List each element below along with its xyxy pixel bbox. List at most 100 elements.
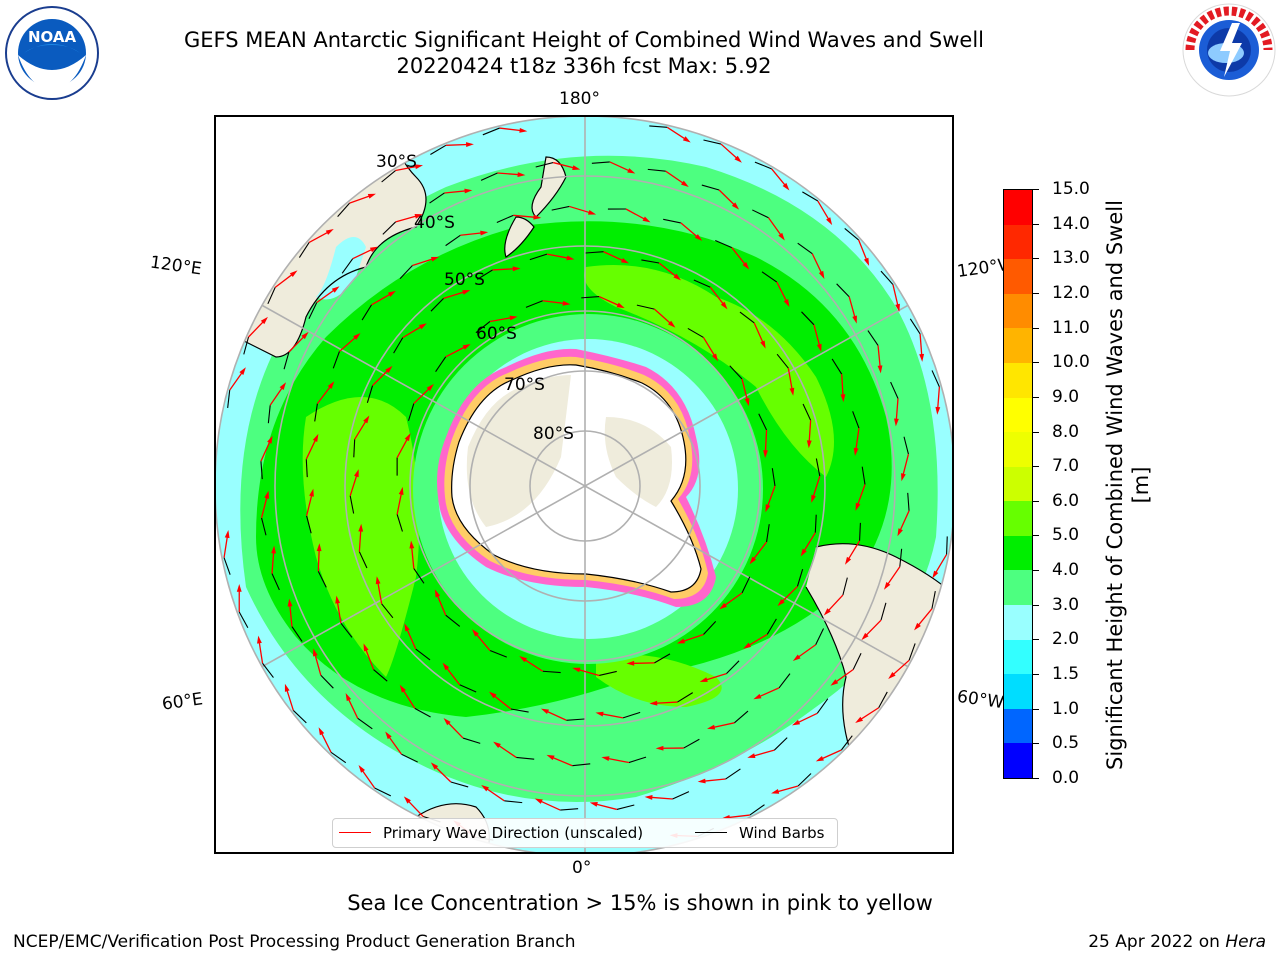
wave-direction-arrow [917,608,933,627]
wave-direction-arrowhead [792,654,801,661]
legend-wind-barb-label: Wind Barbs [739,824,825,842]
wave-direction-arrow [286,689,294,711]
wind-barb [749,804,765,816]
wave-direction-arrowhead [815,756,824,762]
wave-direction-arrowhead [742,261,750,270]
wave-direction-arrowhead [562,300,571,306]
wave-direction-arrow [361,769,376,789]
footer-date: 25 Apr 2022 on Hera [1088,932,1266,952]
wind-barb [771,468,776,487]
wave-direction-arrowhead [418,323,427,330]
wave-direction-arrowhead [404,623,410,632]
wind-barb [535,162,554,168]
wind-barb [636,304,655,310]
wind-barb [298,242,310,258]
wave-direction-arrowhead [777,598,785,607]
wave-direction-arrowhead [309,488,314,497]
wind-barb [482,127,500,136]
svg-text:NOAA: NOAA [28,28,77,46]
wave-direction-arrow [258,641,264,664]
wind-barb [393,337,404,354]
wave-direction-arrowhead [517,172,526,177]
wave-direction-arrow [489,317,512,323]
lon-label-upper-left: 120°E [148,252,203,280]
lon-label-top: 180° [559,89,600,109]
wave-direction-arrowhead [642,216,651,223]
wind-barb [566,718,585,721]
wind-barb [243,336,250,355]
wave-direction-arrowhead [316,543,322,552]
wave-direction-arrowhead [932,570,939,579]
wave-direction-arrow [723,592,743,607]
wave-direction-arrowhead [792,719,801,726]
wave-direction-arrow [752,541,768,560]
wind-barb [381,603,394,619]
noaa-logo: NOAA [4,5,100,105]
wind-barb [890,381,899,399]
wave-direction-arrowhead [363,415,370,424]
wave-direction-arrowhead [853,447,859,456]
wave-direction-arrow [803,532,816,552]
colorbar-tick [1033,292,1039,294]
wave-direction-arrow [372,369,389,387]
wave-direction-arrow [705,673,727,681]
wind-barb [931,370,940,388]
wave-direction-arrowhead [744,397,750,407]
wave-direction-arrowhead [318,727,325,736]
wave-direction-arrow [546,710,567,721]
wave-direction-arrow [766,485,776,507]
wave-direction-arrowhead [771,789,780,794]
wave-direction-arrow [523,658,544,672]
wave-direction-arrow [413,387,431,405]
wave-direction-arrow [753,322,764,344]
wind-barb [931,591,936,609]
wave-direction-arrow [551,756,573,767]
wave-direction-arrowhead [426,384,434,392]
wave-direction-arrowhead [271,545,276,554]
wave-direction-arrowhead [466,142,474,147]
wind-barb [381,170,396,183]
wind-barb [591,161,610,164]
wave-direction-arrow [305,439,317,460]
wave-direction-arrow [811,253,823,274]
wave-direction-arrow [499,127,522,132]
wind-barb [572,763,591,767]
colorbar-tick [1033,500,1039,502]
wind-barb [261,517,267,536]
wave-direction-arrow [396,492,403,515]
wave-direction-arrowhead [749,556,757,565]
wave-direction-arrowhead [358,765,366,773]
wave-direction-arrow [680,222,699,238]
colorbar-label: Significant Height of Combined Wind Wave… [1103,200,1153,770]
wind-barb [758,413,768,431]
wind-barb [878,691,888,709]
wind-barb [703,620,717,635]
colorbar-tick-label: 1.5 [1052,664,1080,685]
wave-direction-arrow [812,476,821,498]
wave-direction-arrow [817,200,830,221]
wave-direction-arrowhead [627,168,636,174]
wave-direction-arrow [347,698,359,719]
wave-direction-arrow [741,378,749,401]
wind-barb [413,568,425,584]
wave-direction-arrowhead [855,502,861,511]
wave-direction-arrow [410,546,415,569]
wave-direction-arrow [460,232,483,236]
wind-barb [815,628,825,645]
wave-direction-arrowhead [649,700,658,706]
wave-direction-arrow [308,231,329,243]
wave-direction-arrow [771,168,787,187]
wave-direction-arrow [371,293,392,306]
wind-barb [907,492,910,511]
wave-direction-arrow [445,143,468,146]
wave-direction-arrowhead [673,273,682,281]
wave-direction-arrowhead [442,662,450,671]
colorbar-tick-label: 14.0 [1052,213,1090,234]
legend-wave-direction-label: Primary Wave Direction (unscaled) [383,824,644,842]
wind-barb [766,618,777,635]
wave-direction-arrow [395,215,418,223]
wave-direction-arrowhead [778,232,785,241]
wind-barb [332,351,340,369]
wave-direction-arrowhead [224,530,230,539]
wind-barb [445,234,461,247]
